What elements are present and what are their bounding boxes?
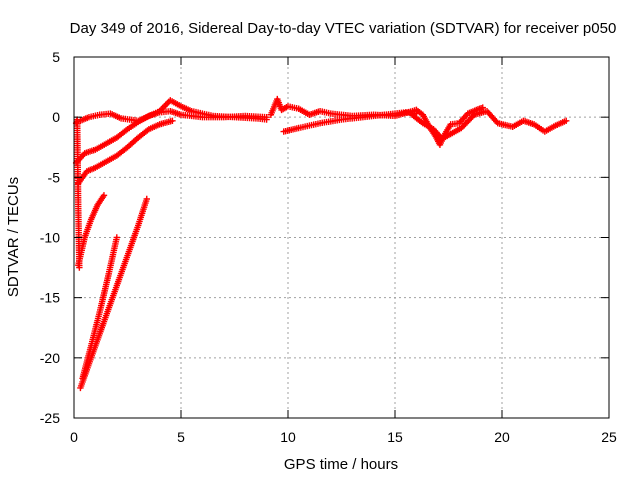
x-tick-label: 20 <box>494 429 510 445</box>
series-arc-g <box>72 116 83 271</box>
data-points <box>72 95 570 392</box>
y-tick-label: 0 <box>52 109 60 125</box>
y-axis-label: SDTVAR / TECUs <box>5 177 22 297</box>
data-point-marker <box>169 117 176 124</box>
x-tick-label: 25 <box>601 429 617 445</box>
chart-title: Day 349 of 2016, Sidereal Day-to-day VTE… <box>70 20 617 37</box>
x-tick-label: 0 <box>70 429 78 445</box>
series-arc-k <box>408 107 570 143</box>
series-arc-i <box>280 109 420 135</box>
data-point-marker <box>143 195 150 203</box>
axis-ticks: 0 5 10 15 20 25 -25 -20 -15 -10 -5 0 5 <box>40 49 617 445</box>
x-tick-label: 10 <box>280 429 296 445</box>
x-axis-label: GPS time / hours <box>284 456 398 473</box>
series-arc-c <box>77 97 270 124</box>
series-arc-e <box>79 234 120 382</box>
y-tick-label: -5 <box>48 169 61 185</box>
series-arc-b <box>75 117 176 187</box>
x-tick-label: 15 <box>387 429 403 445</box>
data-point-marker <box>100 192 108 199</box>
y-tick-label: 5 <box>52 49 60 65</box>
y-tick-label: -10 <box>40 230 60 246</box>
y-tick-label: -20 <box>40 350 60 366</box>
y-tick-label: -25 <box>40 410 60 426</box>
data-point-marker <box>76 264 83 271</box>
series-arc-f <box>77 195 150 392</box>
data-point-marker <box>113 234 120 241</box>
data-point-marker <box>563 117 570 124</box>
data-point-marker <box>263 116 270 123</box>
x-tick-label: 5 <box>177 429 185 445</box>
y-tick-label: -15 <box>40 290 60 306</box>
